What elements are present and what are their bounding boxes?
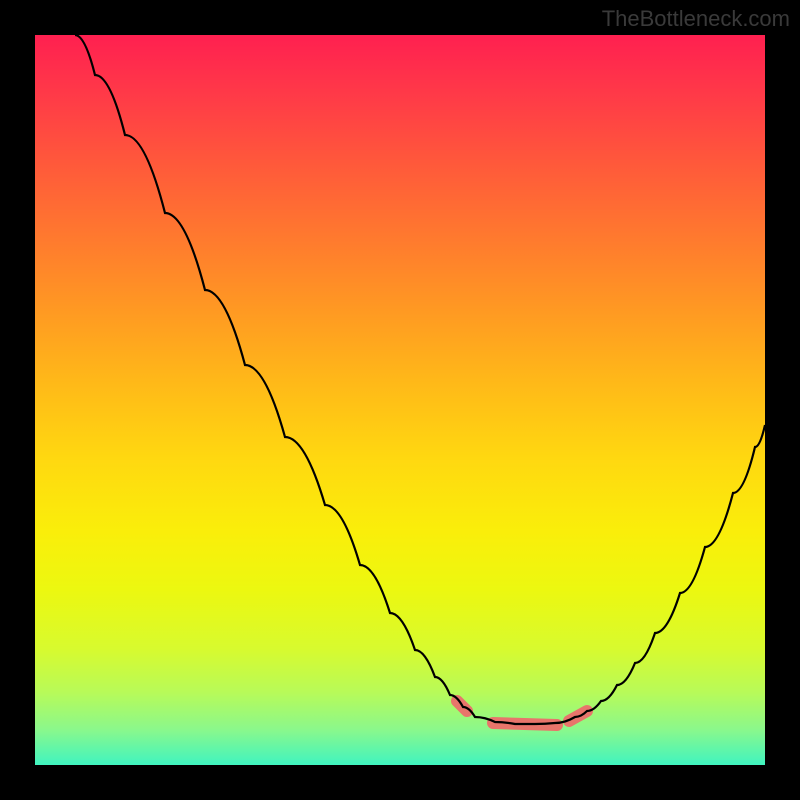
bottleneck-curve-chart: [35, 35, 765, 765]
plot-area: [35, 35, 765, 765]
bottleneck-curve: [75, 35, 765, 724]
watermark-text: TheBottleneck.com: [602, 6, 790, 32]
